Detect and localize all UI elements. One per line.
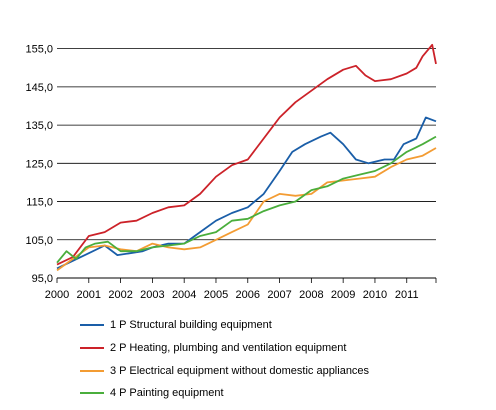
legend-label: 1 P Structural building equipment [110, 319, 272, 332]
y-tick-label: 105,0 [25, 235, 53, 247]
x-tick-label: 2006 [236, 289, 260, 300]
plot-area: 95,0 105,0 115,0 125,0 135,0 145,0 155,0 2000 2… [25, 43, 437, 301]
series-line-3 [56, 147, 437, 272]
y-tick-label: 135,0 [25, 120, 53, 132]
x-tick-label: 2005 [204, 289, 228, 300]
y-tick-label: 95,0 [32, 273, 53, 285]
legend-swatch [80, 369, 104, 372]
x-tick-label: 2003 [140, 289, 164, 300]
x-tick-label: 2001 [77, 289, 101, 300]
series-line-4 [56, 135, 437, 264]
legend-label: 4 P Painting equipment [110, 387, 224, 400]
x-tick-label: 2000 [45, 289, 69, 300]
legend-item: 4 P Painting equipment [80, 382, 369, 405]
y-tick-label: 145,0 [25, 82, 53, 94]
x-tick-label: 2007 [267, 289, 291, 300]
series-line-1 [56, 116, 437, 270]
x-tick-label: 2011 [395, 289, 419, 300]
legend-swatch [80, 392, 104, 395]
legend-swatch [80, 347, 104, 350]
legend-label: 2 P Heating, plumbing and ventilation eq… [110, 342, 347, 355]
series-line-2 [56, 43, 437, 266]
y-tick-label: 155,0 [25, 44, 53, 56]
x-tick-label: 2010 [363, 289, 387, 300]
legend-swatch [80, 324, 104, 327]
legend-label: 3 P Electrical equipment without domesti… [110, 364, 370, 377]
x-tick-label: 2004 [172, 289, 196, 300]
y-tick-label: 125,0 [25, 158, 53, 170]
legend-item: 2 P Heating, plumbing and ventilation eq… [80, 337, 369, 360]
legend-item: 3 P Electrical equipment without domesti… [80, 359, 369, 382]
x-tick-label: 2008 [299, 289, 323, 300]
x-tick-label: 2009 [331, 289, 355, 300]
y-tick-label: 115,0 [26, 197, 53, 209]
x-tick-label: 2002 [108, 289, 132, 300]
legend: 1 P Structural building equipment 2 P Hea… [80, 314, 369, 405]
legend-item: 1 P Structural building equipment [80, 314, 369, 337]
